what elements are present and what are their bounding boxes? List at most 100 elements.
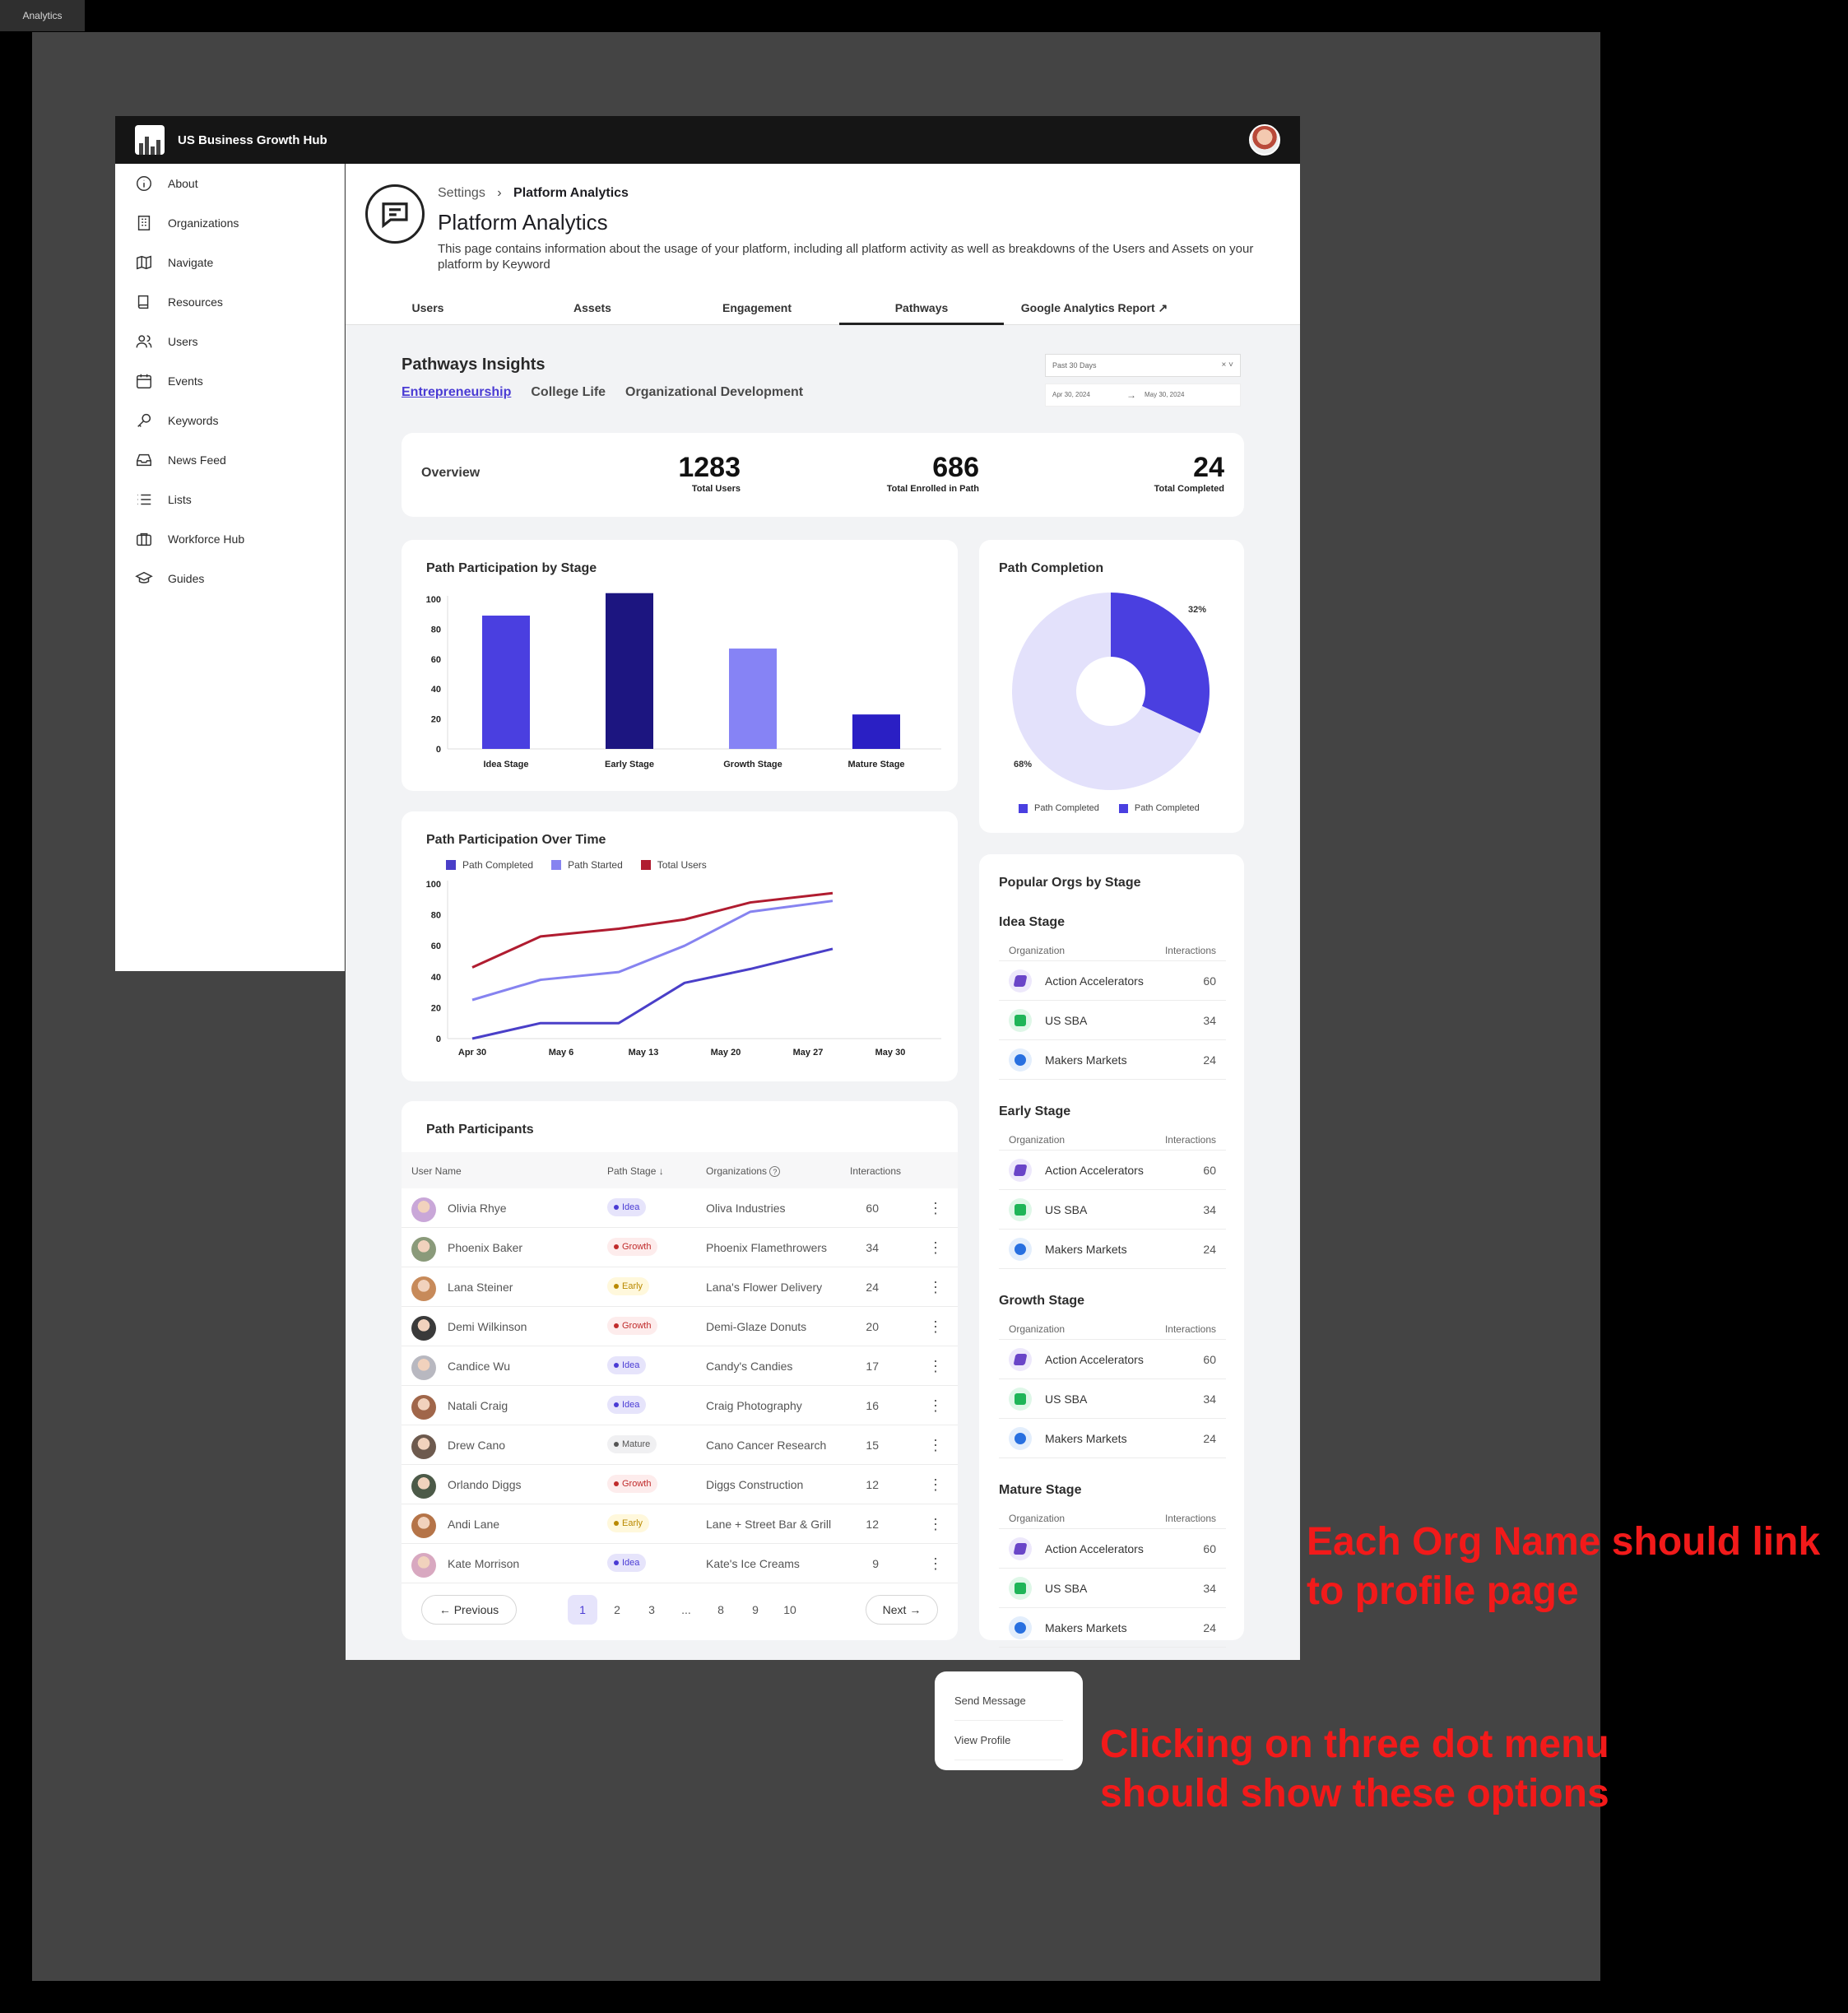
avatar[interactable] <box>411 1237 436 1262</box>
sidebar-item-about[interactable]: About <box>115 164 344 203</box>
org-row[interactable]: US SBA 34 <box>999 1379 1226 1419</box>
column-header-sortable[interactable]: Path Stage ↓ <box>607 1165 664 1177</box>
participant-name[interactable]: Natali Craig <box>448 1399 508 1412</box>
more-vertical-icon[interactable]: ⋮ <box>928 1476 943 1493</box>
more-vertical-icon[interactable]: ⋮ <box>928 1555 943 1572</box>
subtab-college-life[interactable]: College Life <box>531 385 606 399</box>
avatar[interactable] <box>411 1513 436 1538</box>
avatar[interactable] <box>411 1434 436 1459</box>
organization-link[interactable]: Lane + Street Bar & Grill <box>706 1518 832 1531</box>
tab-users[interactable]: Users <box>411 301 444 314</box>
more-vertical-icon[interactable]: ⋮ <box>928 1437 943 1453</box>
participant-name[interactable]: Phoenix Baker <box>448 1241 523 1254</box>
pie-slice[interactable] <box>1012 593 1200 790</box>
tab-pathways[interactable]: Pathways <box>839 291 1004 325</box>
org-row[interactable]: US SBA 34 <box>999 1569 1226 1608</box>
avatar[interactable] <box>411 1395 436 1420</box>
app-logo[interactable] <box>135 125 165 155</box>
sidebar-item-workforce-hub[interactable]: Workforce Hub <box>115 519 344 559</box>
sidebar-item-guides[interactable]: Guides <box>115 559 344 598</box>
series-line-path-completed[interactable] <box>471 947 833 1040</box>
table-row[interactable]: Kate Morrison Idea Kate's Ice Creams 9 ⋮ <box>402 1544 958 1583</box>
organization-link[interactable]: Candy's Candies <box>706 1360 793 1373</box>
page-number[interactable]: 1 <box>568 1595 597 1625</box>
avatar[interactable] <box>411 1316 436 1341</box>
clear-chevron-icon[interactable]: × ˅ <box>1221 360 1233 370</box>
org-row[interactable]: US SBA 34 <box>999 1001 1226 1040</box>
org-name-link[interactable]: Action Accelerators <box>1045 1542 1144 1555</box>
organization-link[interactable]: Kate's Ice Creams <box>706 1557 800 1570</box>
menu-item-send-message[interactable]: Send Message <box>954 1681 1063 1721</box>
subtab-organizational-development[interactable]: Organizational Development <box>625 385 804 399</box>
table-row[interactable]: Phoenix Baker Growth Phoenix Flamethrowers… <box>402 1228 958 1267</box>
avatar[interactable] <box>411 1474 436 1499</box>
participant-name[interactable]: Drew Cano <box>448 1439 506 1452</box>
canvas-tab-label[interactable]: Analytics <box>0 0 85 31</box>
org-row[interactable]: Makers Markets 24 <box>999 1230 1226 1269</box>
table-row[interactable]: Drew Cano Mature Cano Cancer Research 15 ⋮ <box>402 1425 958 1465</box>
previous-page-button[interactable]: ← Previous <box>421 1595 517 1625</box>
organization-link[interactable]: Craig Photography <box>706 1399 802 1412</box>
org-name-link[interactable]: US SBA <box>1045 1582 1088 1595</box>
menu-item-view-profile[interactable]: View Profile <box>954 1721 1063 1760</box>
org-name-link[interactable]: Makers Markets <box>1045 1243 1127 1256</box>
organization-link[interactable]: Lana's Flower Delivery <box>706 1281 823 1294</box>
participant-name[interactable]: Candice Wu <box>448 1360 511 1373</box>
table-row[interactable]: Olivia Rhye Idea Oliva Industries 60 ⋮ <box>402 1188 958 1228</box>
table-row[interactable]: Lana Steiner Early Lana's Flower Delivery 2… <box>402 1267 958 1307</box>
organization-link[interactable]: Demi-Glaze Donuts <box>706 1320 807 1333</box>
bar-idea-stage[interactable] <box>482 616 530 749</box>
org-row[interactable]: Action Accelerators 60 <box>999 1340 1226 1379</box>
breadcrumb-settings[interactable]: Settings <box>438 186 485 200</box>
date-preset-select[interactable]: Past 30 Days × ˅ <box>1045 354 1241 377</box>
more-vertical-icon[interactable]: ⋮ <box>928 1397 943 1414</box>
sidebar-item-resources[interactable]: Resources <box>115 282 344 322</box>
participant-name[interactable]: Demi Wilkinson <box>448 1320 527 1333</box>
org-name-link[interactable]: US SBA <box>1045 1203 1088 1216</box>
avatar[interactable] <box>411 1276 436 1301</box>
organization-link[interactable]: Diggs Construction <box>706 1478 804 1491</box>
bar-early-stage[interactable] <box>606 593 653 749</box>
org-row[interactable]: Action Accelerators 60 <box>999 961 1226 1001</box>
organization-link[interactable]: Oliva Industries <box>706 1202 786 1215</box>
org-name-link[interactable]: Makers Markets <box>1045 1053 1127 1067</box>
org-row[interactable]: Makers Markets 24 <box>999 1608 1226 1648</box>
table-row[interactable]: Natali Craig Idea Craig Photography 16 ⋮ <box>402 1386 958 1425</box>
participant-name[interactable]: Olivia Rhye <box>448 1202 507 1215</box>
table-row[interactable]: Demi Wilkinson Growth Demi-Glaze Donuts 20 ⋮ <box>402 1307 958 1346</box>
org-row[interactable]: Action Accelerators 60 <box>999 1529 1226 1569</box>
participant-name[interactable]: Andi Lane <box>448 1518 500 1531</box>
participant-name[interactable]: Kate Morrison <box>448 1557 520 1570</box>
sidebar-item-lists[interactable]: Lists <box>115 480 344 519</box>
sidebar-item-organizations[interactable]: Organizations <box>115 203 344 243</box>
org-name-link[interactable]: Action Accelerators <box>1045 1353 1144 1366</box>
page-number[interactable]: 8 <box>717 1603 724 1616</box>
help-circle-icon[interactable]: ? <box>769 1166 781 1177</box>
series-line-total-users[interactable] <box>471 891 833 969</box>
table-row[interactable]: Candice Wu Idea Candy's Candies 17 ⋮ <box>402 1346 958 1386</box>
org-name-link[interactable]: Makers Markets <box>1045 1621 1127 1634</box>
org-name-link[interactable]: Action Accelerators <box>1045 1164 1144 1177</box>
table-row[interactable]: Orlando Diggs Growth Diggs Construction 12 ⋮ <box>402 1465 958 1504</box>
participant-name[interactable]: Orlando Diggs <box>448 1478 522 1491</box>
org-row[interactable]: Makers Markets 24 <box>999 1419 1226 1458</box>
more-vertical-icon[interactable]: ⋮ <box>928 1516 943 1532</box>
next-page-button[interactable]: Next → <box>866 1595 938 1625</box>
tab-assets[interactable]: Assets <box>573 301 611 314</box>
avatar[interactable] <box>411 1355 436 1380</box>
sidebar-item-events[interactable]: Events <box>115 361 344 401</box>
org-name-link[interactable]: US SBA <box>1045 1392 1088 1406</box>
table-row[interactable]: Andi Lane Early Lane + Street Bar & Grill 1… <box>402 1504 958 1544</box>
more-vertical-icon[interactable]: ⋮ <box>928 1318 943 1335</box>
series-line-path-started[interactable] <box>471 900 833 1002</box>
bar-growth-stage[interactable] <box>729 649 777 749</box>
sidebar-item-users[interactable]: Users <box>115 322 344 361</box>
org-name-link[interactable]: Makers Markets <box>1045 1432 1127 1445</box>
org-row[interactable]: Action Accelerators 60 <box>999 1151 1226 1190</box>
org-row[interactable]: Makers Markets 24 <box>999 1040 1226 1080</box>
sidebar-item-news-feed[interactable]: News Feed <box>115 440 344 480</box>
org-name-link[interactable]: Action Accelerators <box>1045 974 1144 988</box>
sidebar-item-keywords[interactable]: Keywords <box>115 401 344 440</box>
user-avatar[interactable] <box>1249 124 1280 156</box>
page-number[interactable]: 10 <box>783 1603 796 1616</box>
